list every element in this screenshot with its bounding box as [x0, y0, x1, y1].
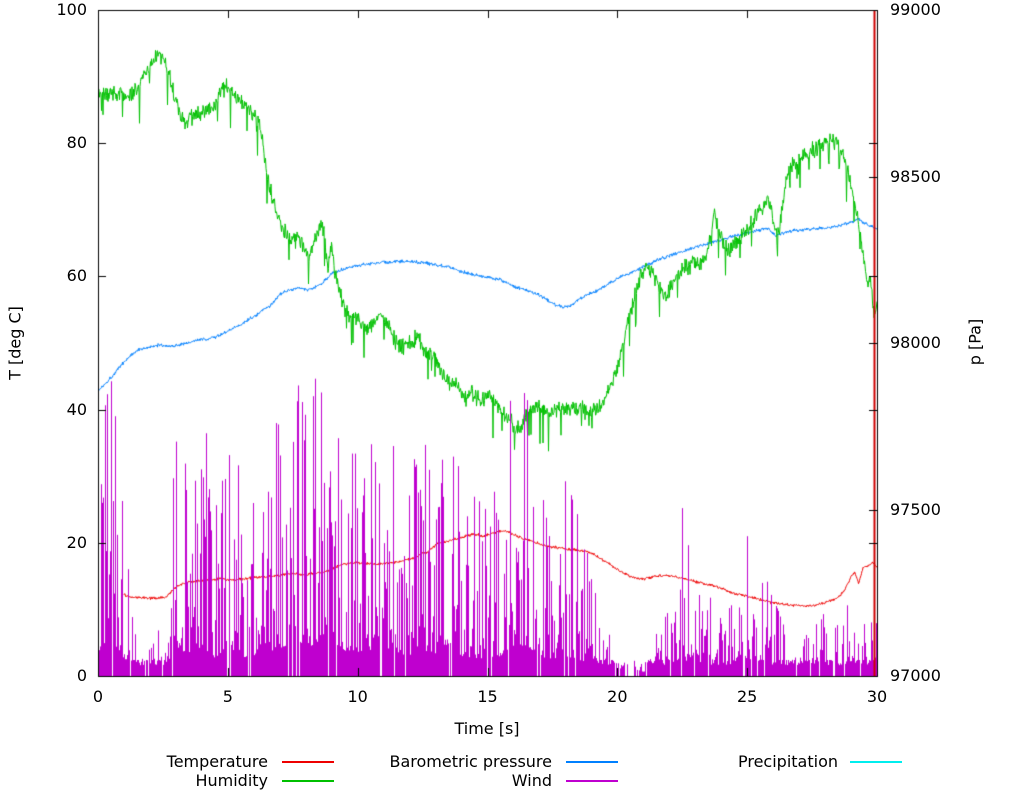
- y-tick-label-20: 20: [66, 532, 87, 552]
- legend-line-humidity: [282, 780, 334, 782]
- y-tick-label-60: 60: [66, 266, 87, 286]
- y-axis-title: T [deg C]: [5, 306, 25, 380]
- y-tick-label-100: 100: [56, 0, 87, 19]
- legend-label-precipitation: Precipitation: [737, 752, 838, 771]
- x-tick-label-10: 10: [347, 687, 368, 706]
- legend-label-temperature: Temperature: [166, 752, 268, 771]
- y2-tick-label-97000: 97000: [890, 666, 941, 685]
- legend-label-barometric-pressure: Barometric pressure: [389, 752, 552, 771]
- legend-line-wind: [566, 780, 618, 782]
- y2-tick-label-99000: 99000: [890, 0, 941, 19]
- x-axis-title: Time [s]: [454, 719, 520, 738]
- y-tick-label-0: 0: [76, 666, 87, 685]
- legend-line-precipitation: [850, 761, 902, 763]
- x-tick-label-5: 5: [222, 687, 233, 706]
- y2-tick-label-97500: 97500: [890, 499, 941, 519]
- legend-line-barometric-pressure: [566, 761, 618, 763]
- x-tick-label-15: 15: [477, 687, 498, 706]
- x-tick-label-0: 0: [92, 687, 104, 706]
- x-tick-label-30: 30: [866, 687, 888, 706]
- y-tick-label-40: 40: [66, 399, 87, 419]
- legend-line-temperature: [282, 761, 334, 763]
- y2-tick-label-98500: 98500: [890, 166, 941, 186]
- x-tick-label-20: 20: [607, 687, 628, 706]
- x-tick-label-25: 25: [736, 687, 758, 706]
- y2-tick-label-98000: 98000: [890, 333, 941, 352]
- legend-label-wind: Wind: [511, 771, 552, 790]
- y-tick-label-80: 80: [66, 133, 87, 153]
- y2-axis-title: p [Pa]: [965, 318, 985, 366]
- legend-label-humidity: Humidity: [195, 771, 268, 790]
